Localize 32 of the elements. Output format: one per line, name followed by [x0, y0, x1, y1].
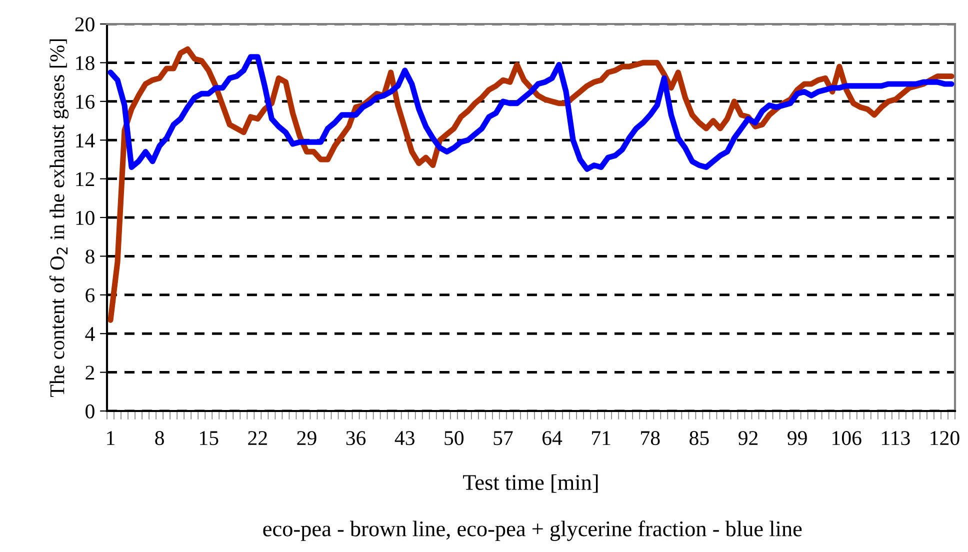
y-tick-label: 12	[76, 172, 94, 186]
x-tick-label: 43	[394, 431, 414, 446]
y-tick-label: 16	[76, 94, 95, 109]
x-tick-label: 99	[788, 431, 807, 446]
x-tick-label: 113	[882, 431, 910, 446]
text: eco-pea - brown line, eco-pea + glycerine fraction - blue line	[263, 520, 802, 541]
y-tick-label: 14	[76, 134, 95, 148]
x-tick-label: 22	[248, 431, 267, 445]
x-axis-title: Test time [min]	[463, 474, 598, 493]
y-tick-label: 4	[85, 327, 95, 341]
x-tick-label: 1	[107, 431, 114, 445]
y-tick-label: 18	[76, 56, 94, 70]
y-tick-label: 6	[86, 288, 95, 302]
y-tick-label: 10	[76, 210, 94, 225]
x-tick-label: 36	[346, 431, 366, 446]
x-tick-label: 50	[444, 431, 464, 446]
x-tick-label: 57	[494, 431, 513, 446]
y-tick-label: 2	[86, 366, 94, 380]
x-tick-label: 8	[155, 431, 164, 446]
x-tick-label: 71	[592, 431, 610, 445]
y-tick-label: 20	[75, 17, 94, 32]
x-tick-label: 106	[832, 431, 862, 446]
x-tick-label: 15	[200, 431, 218, 446]
y-tick-label: 8	[86, 250, 94, 264]
x-tick-label: 120	[930, 431, 960, 446]
y-tick-label: 0	[86, 404, 94, 418]
y-axis-title: The content of O$_{2}$ in the exhaust gases [%]	[49, 39, 69, 397]
x-tick-label: 78	[641, 431, 660, 446]
x-tick-label: 92	[738, 431, 758, 446]
x-tick-label: 29	[297, 431, 316, 446]
x-tick-label: 64	[542, 431, 562, 446]
x-tick-label: 85	[690, 431, 709, 446]
